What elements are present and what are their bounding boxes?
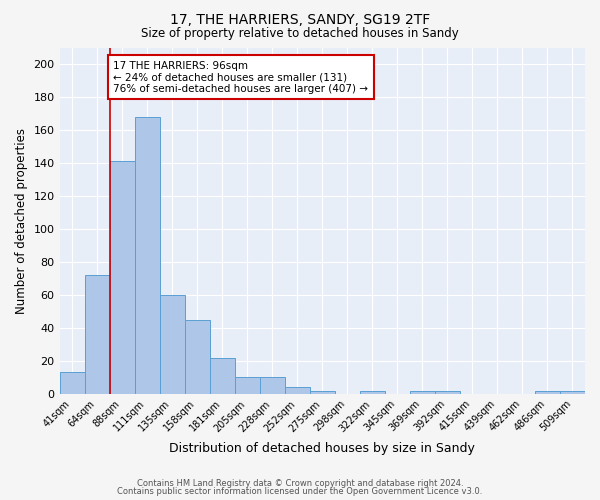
Bar [209, 358, 235, 394]
Bar [360, 390, 385, 394]
Bar [260, 378, 285, 394]
Bar [535, 390, 560, 394]
Text: Contains public sector information licensed under the Open Government Licence v3: Contains public sector information licen… [118, 487, 482, 496]
Bar [560, 390, 585, 394]
Bar [285, 387, 310, 394]
Bar [310, 390, 335, 394]
X-axis label: Distribution of detached houses by size in Sandy: Distribution of detached houses by size … [169, 442, 475, 455]
Bar [110, 162, 134, 394]
Bar [59, 372, 85, 394]
Y-axis label: Number of detached properties: Number of detached properties [15, 128, 28, 314]
Bar [235, 378, 260, 394]
Bar [435, 390, 460, 394]
Text: 17 THE HARRIERS: 96sqm
← 24% of detached houses are smaller (131)
76% of semi-de: 17 THE HARRIERS: 96sqm ← 24% of detached… [113, 60, 368, 94]
Bar [410, 390, 435, 394]
Bar [160, 295, 185, 394]
Bar [185, 320, 209, 394]
Text: 17, THE HARRIERS, SANDY, SG19 2TF: 17, THE HARRIERS, SANDY, SG19 2TF [170, 12, 430, 26]
Text: Size of property relative to detached houses in Sandy: Size of property relative to detached ho… [141, 28, 459, 40]
Text: Contains HM Land Registry data © Crown copyright and database right 2024.: Contains HM Land Registry data © Crown c… [137, 478, 463, 488]
Bar [85, 275, 110, 394]
Bar [134, 117, 160, 394]
